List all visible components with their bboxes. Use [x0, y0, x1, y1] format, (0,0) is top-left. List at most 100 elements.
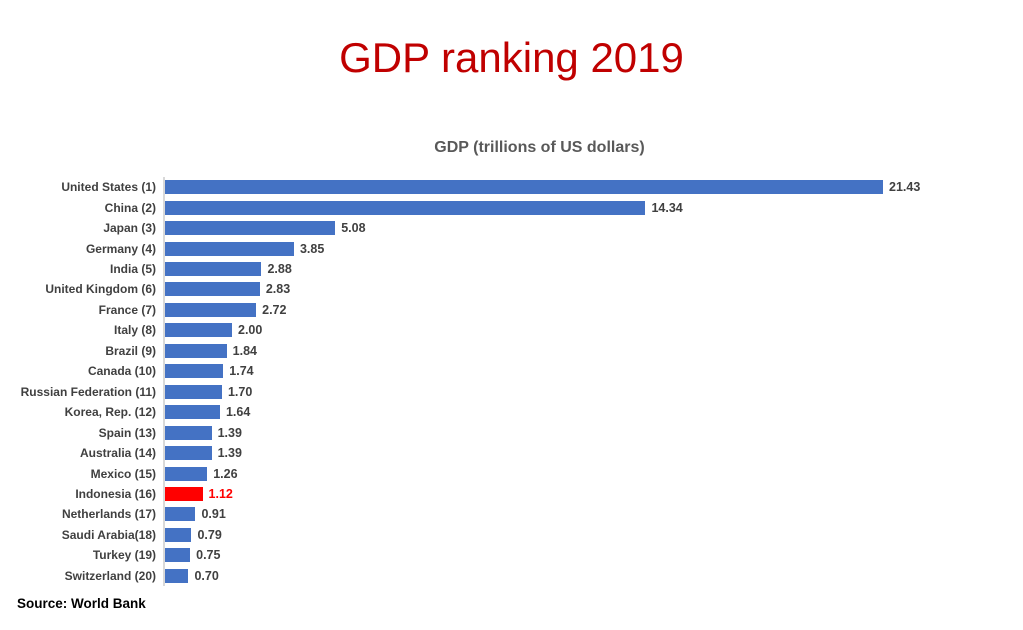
- bar-row: Mexico (15) 1.26: [0, 463, 1005, 484]
- category-label: Germany (4): [85, 241, 156, 256]
- bar-row: United States (1) 21.43: [0, 177, 1005, 198]
- value-label: 1.70: [227, 384, 253, 399]
- value-label: 2.00: [238, 323, 263, 338]
- bar-area: 1.74: [163, 361, 1005, 382]
- bar: [165, 425, 212, 440]
- bar: [165, 507, 196, 522]
- category-label: China (2): [104, 200, 156, 215]
- value-label: 0.79: [197, 527, 222, 542]
- bar-area: 0.79: [163, 524, 1005, 546]
- page-title: GDP ranking 2019: [339, 34, 684, 81]
- category-label: Turkey (19): [92, 548, 156, 563]
- value-label: 0.75: [196, 548, 221, 563]
- bar: [165, 323, 232, 338]
- bar: [165, 384, 222, 399]
- category-label: Indonesia (16): [75, 487, 156, 502]
- bar-area: 14.34: [163, 197, 1005, 218]
- value-label: 0.91: [201, 507, 226, 522]
- bar-row: Italy (8) 2.00: [0, 320, 1005, 341]
- value-label: 1.26: [213, 466, 238, 481]
- bar-row: Brazil (9) 1.84: [0, 340, 1005, 362]
- bar-row: Japan (3) 5.08: [0, 217, 1005, 239]
- source-note: Source: World Bank: [17, 596, 146, 611]
- category-label: India (5): [109, 262, 156, 277]
- value-label: 1.39: [217, 446, 242, 461]
- bar-highlighted: [165, 487, 203, 502]
- value-label: 21.43: [889, 180, 921, 195]
- bar: [165, 282, 260, 297]
- bar: [165, 446, 212, 461]
- bar-chart: United States (1) 21.43 China (2) 14.34 Japa…: [0, 177, 1005, 587]
- category-label: Spain (13): [98, 425, 156, 440]
- value-label: 2.72: [262, 302, 287, 317]
- category-label: Russian Federation (11): [20, 384, 156, 399]
- bar-area: 0.70: [163, 565, 1005, 587]
- value-label: 2.83: [265, 282, 291, 297]
- bar: [165, 466, 208, 481]
- category-label: Switzerland (20): [64, 568, 156, 583]
- bar-area: 1.70: [163, 381, 1005, 402]
- bar-area: 21.43: [163, 177, 1005, 198]
- bar-row: Indonesia (16) 1.12: [0, 483, 1005, 505]
- chart-title: GDP (trillions of US dollars): [434, 139, 645, 156]
- category-label: Japan (3): [103, 221, 156, 236]
- bar-row: Korea, Rep. (12) 1.64: [0, 401, 1005, 423]
- category-label: Brazil (9): [105, 343, 156, 358]
- value-label: 3.85: [299, 241, 325, 256]
- bar-row: France (7) 2.72: [0, 299, 1005, 321]
- bar-row: Germany (4) 3.85: [0, 238, 1005, 259]
- bar-area: 2.00: [163, 320, 1005, 341]
- bar-area: 0.75: [163, 545, 1005, 566]
- bar: [165, 221, 336, 236]
- bar-row: Canada (10) 1.74: [0, 361, 1005, 382]
- bar-row: Russian Federation (11) 1.70: [0, 381, 1005, 402]
- value-label: 1.39: [217, 425, 242, 440]
- bar-area: 1.84: [163, 340, 1005, 362]
- bar-row: Saudi Arabia(18) 0.79: [0, 524, 1005, 546]
- bar-area: 2.72: [163, 299, 1005, 321]
- value-label: 1.12: [208, 487, 233, 502]
- bar-area: 1.64: [163, 401, 1005, 423]
- bar: [165, 548, 191, 563]
- category-label: France (7): [98, 302, 156, 317]
- category-label: Australia (14): [79, 446, 156, 461]
- bar-row: United Kingdom (6) 2.83: [0, 279, 1005, 300]
- bar-area: 1.39: [163, 422, 1005, 443]
- value-label: 2.88: [267, 262, 292, 277]
- value-label: 1.64: [225, 405, 251, 420]
- bar-area: 1.12: [163, 483, 1005, 505]
- bar: [165, 180, 883, 195]
- bar-area: 2.88: [163, 258, 1005, 280]
- bar-area: 5.08: [163, 217, 1005, 239]
- category-label: Korea, Rep. (12): [64, 405, 156, 420]
- bar: [165, 364, 224, 379]
- category-label: Mexico (15): [90, 466, 156, 481]
- bar: [165, 568, 189, 583]
- bar: [165, 343, 227, 358]
- bar-area: 1.26: [163, 463, 1005, 484]
- bar-row: China (2) 14.34: [0, 197, 1005, 218]
- bar-area: 1.39: [163, 442, 1005, 464]
- bar-row: Switzerland (20) 0.70: [0, 565, 1005, 587]
- category-label: Italy (8): [113, 323, 156, 338]
- bar: [165, 241, 294, 256]
- bar: [165, 302, 257, 317]
- value-label: 1.74: [229, 364, 254, 379]
- category-label: Canada (10): [87, 364, 156, 379]
- bar-row: Australia (14) 1.39: [0, 442, 1005, 464]
- bar-row: Turkey (19) 0.75: [0, 545, 1005, 566]
- value-label: 14.34: [651, 200, 683, 215]
- category-label: United Kingdom (6): [45, 282, 156, 297]
- bar: [165, 200, 646, 215]
- bar-row: India (5) 2.88: [0, 258, 1005, 280]
- bar-area: 0.91: [163, 504, 1005, 525]
- bar-row: Netherlands (17) 0.91: [0, 504, 1005, 525]
- bar-area: 3.85: [163, 238, 1005, 259]
- value-label: 1.84: [232, 343, 257, 358]
- value-label: 0.70: [194, 568, 219, 583]
- bar: [165, 262, 262, 277]
- bar-area: 2.83: [163, 279, 1005, 300]
- bar: [165, 527, 192, 542]
- category-label: Saudi Arabia(18): [61, 527, 156, 542]
- bar-row: Spain (13) 1.39: [0, 422, 1005, 443]
